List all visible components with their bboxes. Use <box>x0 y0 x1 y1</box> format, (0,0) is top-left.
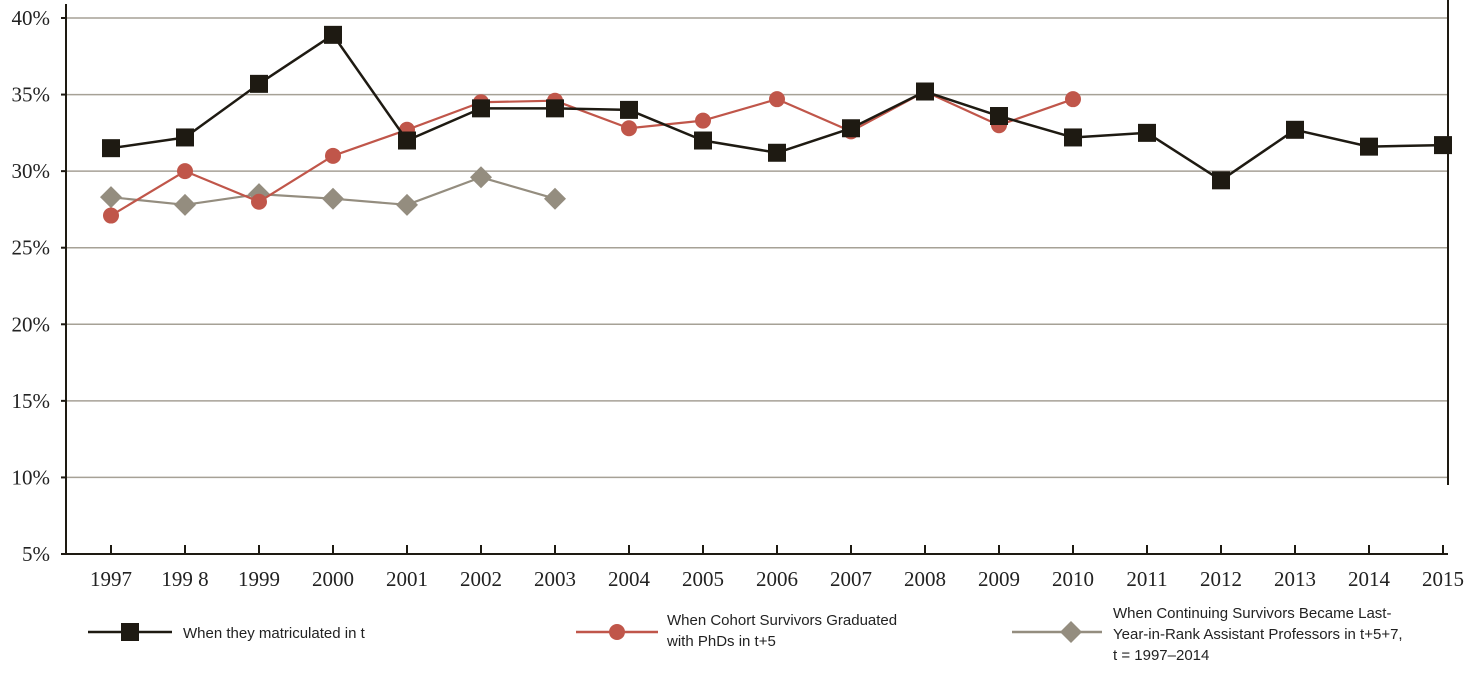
legend-label: with PhDs in t+5 <box>666 633 776 650</box>
data-point <box>177 163 193 180</box>
y-tick-label: 15% <box>12 389 51 413</box>
series-layer <box>100 25 1452 224</box>
y-tick-label: 5% <box>22 542 50 566</box>
data-point <box>250 74 268 93</box>
legend-item: When Cohort Survivors Graduated with PhDs… <box>576 612 897 650</box>
data-point <box>396 193 418 216</box>
x-tick-label: 2002 <box>460 567 502 591</box>
data-point <box>1360 137 1378 156</box>
legend-label: When they matriculated in t <box>183 625 366 642</box>
gridlines <box>66 17 1448 479</box>
x-tick-label: 2006 <box>756 567 798 591</box>
x-tick-label: 2004 <box>608 567 651 591</box>
legend-marker <box>609 624 625 640</box>
legend-label: When Continuing Survivors Became Last- <box>1113 605 1391 622</box>
data-point <box>695 112 711 129</box>
x-tick-label: 1999 <box>238 567 280 591</box>
data-point <box>769 91 785 108</box>
x-tick-label: 2015 <box>1422 567 1464 591</box>
y-tick-label: 35% <box>12 83 51 107</box>
x-tick-label: 2013 <box>1274 567 1316 591</box>
x-tick-label: 2008 <box>904 567 946 591</box>
data-point <box>251 193 267 210</box>
y-tick-label: 40% <box>12 6 51 30</box>
y-tick-label: 30% <box>12 159 51 183</box>
data-point <box>768 143 786 162</box>
x-tick-label: 199 8 <box>161 567 208 591</box>
series-circle <box>103 83 1081 224</box>
data-point <box>694 131 712 150</box>
x-tick-label: 2014 <box>1348 567 1391 591</box>
data-point <box>470 166 492 189</box>
data-point <box>1434 136 1452 155</box>
data-point <box>472 99 490 118</box>
legend-label: When Cohort Survivors Graduated <box>667 612 897 629</box>
legend-item: When Continuing Survivors Became Last- Ye… <box>1012 605 1403 664</box>
axes: 5% 10% 15% 20% 25% 30% 35% 40% 1997 199 8 1999 2000… <box>12 0 1464 591</box>
x-tick-label: 1997 <box>90 567 132 591</box>
data-point <box>990 107 1008 126</box>
y-tick-label: 10% <box>12 465 51 489</box>
data-point <box>176 128 194 147</box>
data-point <box>1138 123 1156 142</box>
data-point <box>620 100 638 119</box>
legend-marker <box>1060 621 1082 643</box>
series-square <box>102 25 1452 190</box>
data-point <box>174 193 196 216</box>
data-point <box>1212 171 1230 190</box>
legend-label: t = 1997–2014 <box>1113 647 1209 664</box>
x-tick-label: 2000 <box>312 567 354 591</box>
data-point <box>916 82 934 101</box>
x-tick-label: 2010 <box>1052 567 1094 591</box>
data-point <box>324 25 342 44</box>
data-point <box>1065 91 1081 108</box>
x-tick-label: 2011 <box>1126 567 1167 591</box>
data-point <box>103 207 119 224</box>
series-diamond <box>100 166 566 216</box>
data-point <box>621 120 637 137</box>
legend-marker <box>121 623 139 641</box>
x-tick-label: 2005 <box>682 567 724 591</box>
legend-label: Year-in-Rank Assistant Professors in t+5… <box>1113 626 1403 643</box>
data-point <box>322 187 344 210</box>
x-tick-label: 2007 <box>830 567 872 591</box>
data-point <box>398 131 416 150</box>
legend-item: When they matriculated in t <box>88 623 366 642</box>
data-point <box>1286 120 1304 139</box>
data-point <box>102 139 120 158</box>
data-point <box>842 119 860 138</box>
x-tick-label: 2012 <box>1200 567 1242 591</box>
x-tick-label: 2009 <box>978 567 1020 591</box>
y-tick-label: 20% <box>12 312 51 336</box>
data-point <box>544 187 566 210</box>
data-point <box>1064 128 1082 147</box>
y-tick-label: 25% <box>12 236 51 260</box>
data-point <box>546 99 564 118</box>
x-tick-label: 2003 <box>534 567 576 591</box>
data-point <box>100 186 122 209</box>
legend: When they matriculated in t When Cohort S… <box>88 605 1403 664</box>
x-tick-label: 2001 <box>386 567 428 591</box>
data-point <box>325 147 341 164</box>
